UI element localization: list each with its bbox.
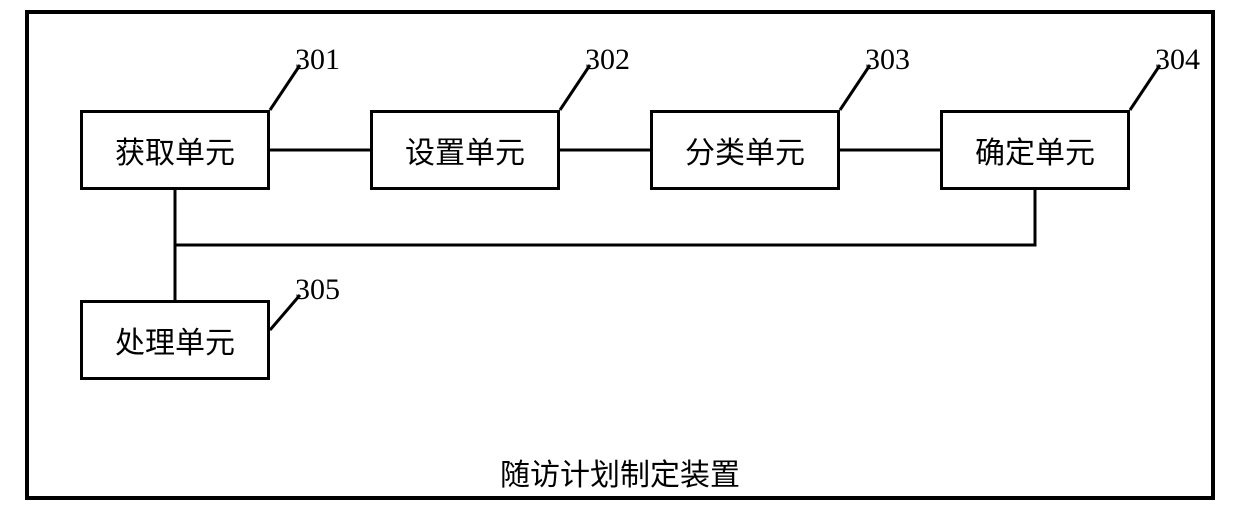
callout-label-n3: 303 [865,43,910,77]
callout-label-n1: 301 [295,43,340,77]
node-n4: 确定单元 [940,110,1130,190]
node-n3: 分类单元 [650,110,840,190]
node-n5: 处理单元 [80,300,270,380]
node-label: 设置单元 [405,128,525,172]
outer-border [25,10,1215,500]
diagram-title: 随访计划制定装置 [0,450,1240,494]
node-label: 确定单元 [975,128,1095,172]
callout-label-n5: 305 [295,273,340,307]
node-n2: 设置单元 [370,110,560,190]
node-n1: 获取单元 [80,110,270,190]
node-label: 处理单元 [115,318,235,362]
node-label: 获取单元 [115,128,235,172]
node-label: 分类单元 [685,128,805,172]
diagram-canvas: 获取单元 301 设置单元 302 分类单元 303 确定单元 304 处理单元 305 随访计划制… [0,0,1240,515]
callout-label-n4: 304 [1155,43,1200,77]
callout-label-n2: 302 [585,43,630,77]
